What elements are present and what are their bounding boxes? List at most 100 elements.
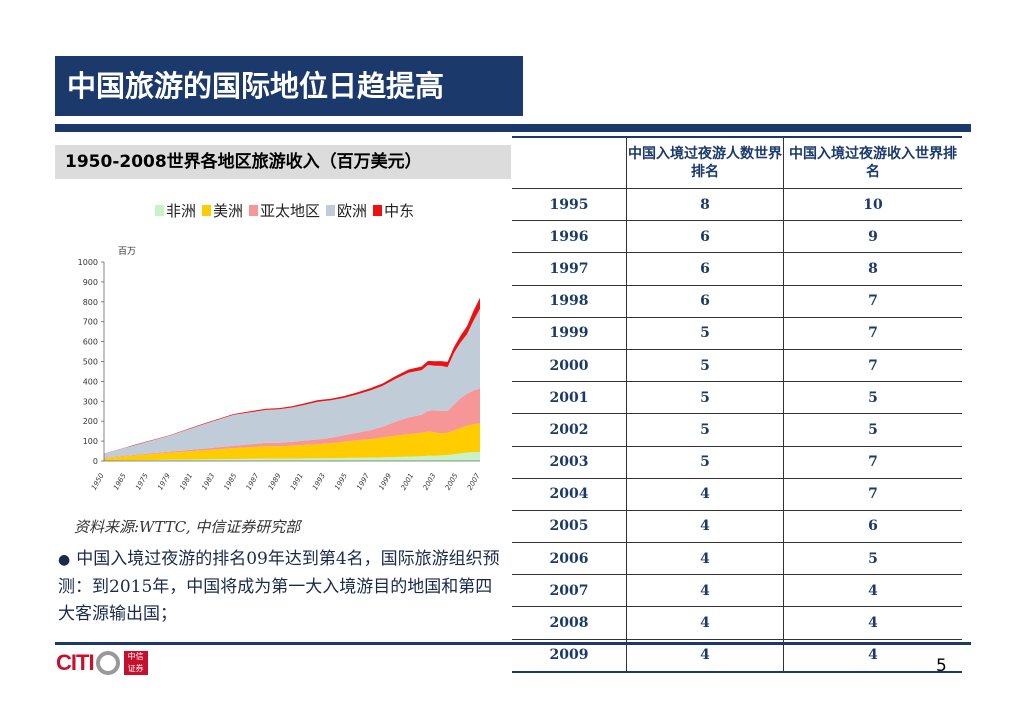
cell-year: 1998 [512,285,627,318]
y-tick-label: 200 [83,417,98,426]
table-row: 2000 5 7 [512,349,962,383]
y-axis: 0 100 200 300 400 500 600 700 800 900 1000 [78,258,105,466]
cell-arrivals-rank: 5 [626,381,784,415]
bullet-text: 中国入境过夜游的排名09年达到第4名，国际旅游组织预测：到2015年，中国将成为… [58,549,500,624]
x-tick-label: 1995 [333,472,349,492]
cell-year: 2000 [512,349,627,383]
x-tick-label: 1981 [178,472,194,491]
cell-year: 2002 [512,413,627,447]
bullet-dot: ● [58,552,71,568]
cell-arrivals-rank: 4 [626,510,784,544]
cell-year: 1997 [512,252,627,286]
footer-rule [55,642,971,645]
cell-arrivals-rank: 4 [626,606,784,640]
legend-label: 亚太地区 [260,202,321,220]
ranking-table: 中国入境过夜游人数世界排名 中国入境过夜游收入世界排名 1995 8 10 1996 6… [512,136,962,673]
cell-arrivals-rank: 4 [626,478,784,511]
x-axis: 1950 1965 1975 1979 1981 1983 1985 1987 1989 1991… [90,460,482,492]
cell-arrivals-rank: 4 [626,574,784,608]
header-rule [55,124,971,132]
cell-year: 2001 [512,381,627,415]
table-header-row: 中国入境过夜游人数世界排名 中国入境过夜游收入世界排名 [512,136,962,189]
series-area [104,423,480,461]
series-area [104,452,480,461]
cell-year: 2008 [512,606,627,640]
legend-label: 欧洲 [337,202,368,220]
x-tick-label: 1975 [134,472,150,492]
table-row: 2006 4 5 [512,542,962,576]
y-tick-label: 800 [83,298,98,307]
cell-arrivals-rank: 5 [626,413,784,447]
citics-logo: CITI 中信 证券 [56,650,148,676]
page-number: 5 [936,656,947,676]
legend-item-asia-pacific: 亚太地区 [249,200,320,221]
cell-year: 2006 [512,542,627,576]
x-tick-label: 1993 [311,472,327,491]
cell-arrivals-rank: 5 [626,349,784,383]
y-tick-label: 700 [83,318,98,327]
x-tick-label: 1950 [90,472,106,492]
logo-box-line2: 证券 [127,664,144,673]
cell-receipts-rank: 7 [783,285,962,318]
series-area [104,388,480,459]
x-tick-label: 1989 [267,472,283,492]
cell-arrivals-rank: 8 [626,188,784,222]
cell-year: 2007 [512,574,627,608]
bullet-paragraph: ● 中国入境过夜游的排名09年达到第4名，国际旅游组织预测：到2015年，中国将成… [58,546,508,628]
cell-receipts-rank: 7 [783,478,962,511]
cell-arrivals-rank: 5 [626,317,784,350]
header-receipts-rank: 中国入境过夜游收入世界排名 [783,136,962,189]
cell-arrivals-rank: 6 [626,220,784,254]
cell-year: 1995 [512,188,627,222]
table-row: 1998 6 7 [512,285,962,318]
series-area [104,308,480,458]
legend-item-africa: 非洲 [155,200,196,221]
stacked-area-chart: 百万 0 100 200 300 400 500 600 700 800 900 1000 1950… [78,246,482,492]
x-tick-label: 1965 [112,472,128,492]
table-row: 1996 6 9 [512,220,962,254]
table-row: 2004 4 7 [512,478,962,511]
y-unit-label: 百万 [118,246,136,257]
cell-arrivals-rank: 4 [626,542,784,576]
y-tick-label: 600 [83,338,98,347]
y-tick-label: 400 [83,377,98,386]
logo-box-line1: 中信 [127,652,144,661]
table-row: 2003 5 7 [512,446,962,479]
table-row: 2002 5 5 [512,413,962,447]
cell-year: 2003 [512,446,627,479]
cell-receipts-rank: 10 [783,188,962,222]
header-year [512,136,627,189]
x-tick-label: 1999 [377,472,393,492]
x-tick-label: 1991 [289,472,305,491]
table-row: 2008 4 4 [512,606,962,640]
legend-label: 中东 [384,202,415,220]
table-row: 1997 6 8 [512,252,962,286]
cell-receipts-rank: 9 [783,220,962,254]
legend-item-europe: 欧洲 [326,200,367,221]
cell-arrivals-rank: 6 [626,252,784,286]
cell-receipts-rank: 4 [783,606,962,640]
chart-title: 1950-2008世界各地区旅游收入（百万美元） [55,145,511,179]
x-tick-label: 1983 [200,472,216,491]
legend-label: 美洲 [213,202,244,220]
y-tick-label: 500 [83,358,98,367]
x-tick-label: 2001 [400,472,416,491]
cell-receipts-rank: 5 [783,413,962,447]
x-tick-label: 1997 [355,472,371,492]
logo-box: 中信 证券 [123,651,148,675]
cell-year: 1996 [512,220,627,254]
series-areas [104,297,480,461]
chart-legend: 非洲 美洲 亚太地区 欧洲 中东 [155,200,414,221]
table-row: 1995 8 10 [512,188,962,222]
page-title: 中国旅游的国际地位日趋提高 [55,56,523,116]
table-body: 1995 8 10 1996 6 9 1997 6 8 1998 6 7 1999 5 7 2000 5 7 200… [512,188,962,673]
legend-swatch [326,205,336,216]
legend-swatch [249,205,259,216]
y-tick-label: 1000 [78,258,98,267]
y-tick-label: 100 [83,437,98,446]
cell-arrivals-rank: 5 [626,446,784,479]
logo-text: CITI [56,650,95,675]
cell-arrivals-rank: 6 [626,285,784,318]
x-tick-label: 1985 [223,472,239,492]
y-tick-label: 300 [83,397,98,406]
